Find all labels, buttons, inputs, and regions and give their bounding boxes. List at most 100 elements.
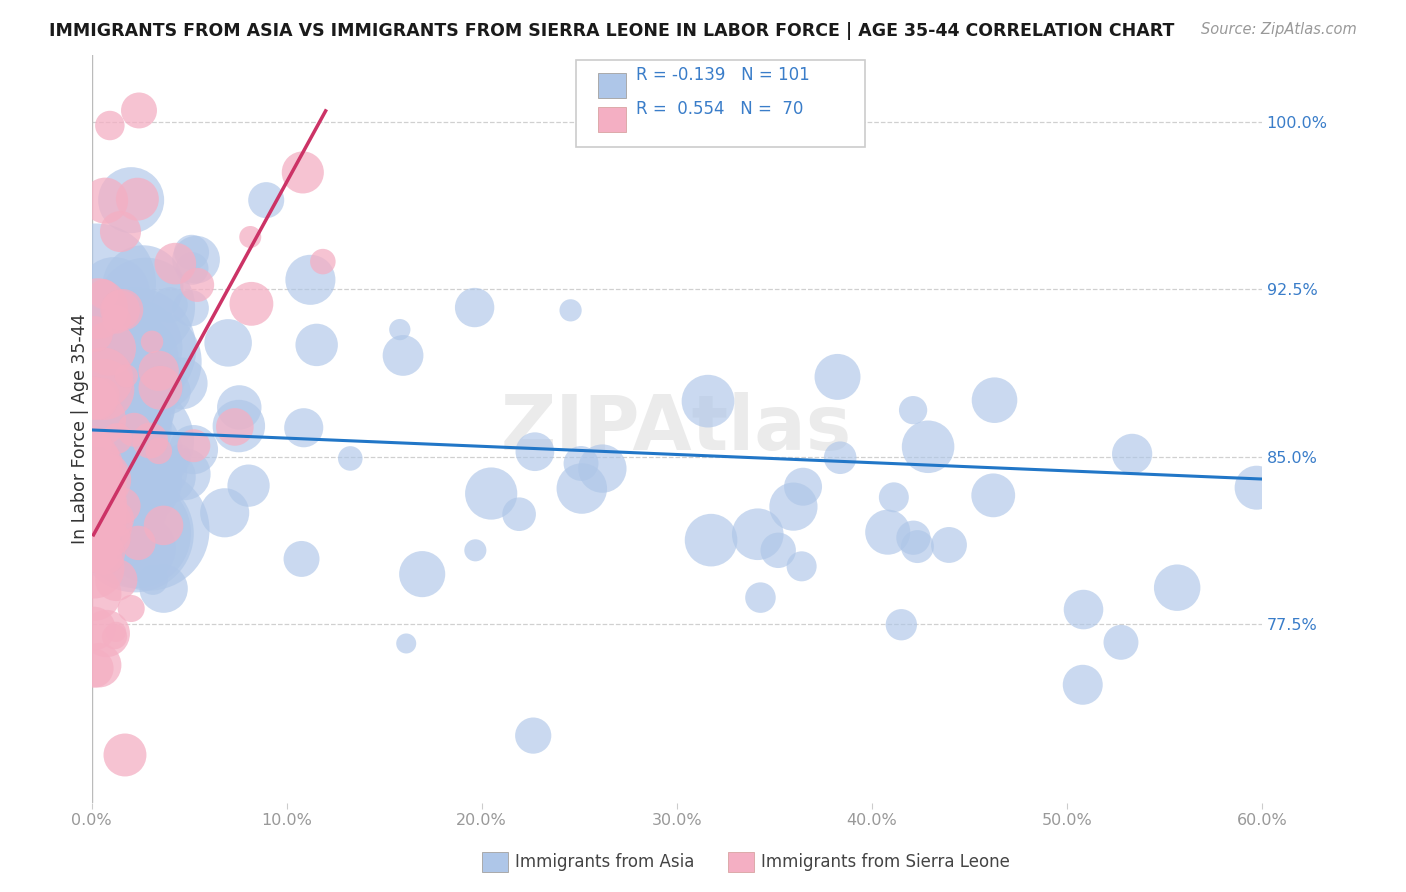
Point [110,413,132,427]
Point [111,450,134,465]
Point [981,488,1004,502]
Point [464,301,486,315]
Point [87,853,110,867]
Point [105,624,128,639]
Point [93,546,115,560]
Point [180,245,202,260]
Point [184,252,207,267]
Point [83,392,105,406]
Point [591,461,613,475]
Point [83,534,105,549]
Point [907,540,929,554]
Point [134,376,156,390]
Point [90,391,112,405]
Point [148,443,170,458]
Point [93,469,115,483]
Point [180,301,202,315]
Point [86,475,108,490]
Point [217,335,239,350]
Point [1246,481,1268,495]
Text: Immigrants from Asia: Immigrants from Asia [515,853,695,871]
Point [903,531,925,545]
Point [112,487,135,501]
Point [128,103,150,118]
Point [83,661,105,675]
Point [238,478,260,492]
Point [173,467,195,482]
Point [183,442,205,457]
Point [132,541,155,556]
Point [83,437,105,451]
Point [87,515,110,529]
Point [766,543,789,558]
Point [105,312,128,326]
Point [96,392,118,406]
Point [98,119,121,133]
Point [292,421,315,435]
Point [508,507,530,521]
Point [143,468,166,483]
Point [830,450,852,465]
Point [156,384,179,399]
Point [700,533,723,548]
Point [1073,602,1095,616]
Text: IMMIGRANTS FROM ASIA VS IMMIGRANTS FROM SIERRA LEONE IN LABOR FORCE | AGE 35-44 : IMMIGRANTS FROM ASIA VS IMMIGRANTS FROM … [49,22,1174,40]
Point [87,401,110,415]
Point [228,419,250,434]
Point [110,225,132,239]
Point [125,526,148,541]
Point [186,277,208,292]
Point [392,348,415,362]
Text: Source: ZipAtlas.com: Source: ZipAtlas.com [1201,22,1357,37]
Point [312,254,335,268]
Point [827,370,849,384]
Point [115,368,138,383]
Point [83,452,105,467]
Point [876,525,898,540]
Point [571,482,593,496]
Point [89,541,111,556]
Point [938,538,960,552]
Point [299,273,322,287]
Point [94,194,117,208]
Point [141,334,163,349]
Point [90,473,112,487]
Point [83,508,105,523]
Point [124,474,146,488]
Point [93,495,115,509]
Point [89,541,111,555]
Point [152,582,174,596]
Point [339,451,361,466]
Point [90,500,112,515]
Point [747,527,769,541]
Point [214,506,236,520]
Point [148,364,170,378]
Point [127,192,149,206]
Point [749,591,772,605]
Point [86,276,108,290]
Point [96,626,118,640]
Point [124,526,146,541]
Point [901,403,924,417]
Point [89,658,111,673]
Point [83,514,105,528]
Point [228,401,250,415]
Point [149,381,172,395]
Point [139,434,162,448]
Point [479,486,502,500]
Point [91,388,114,402]
Point [107,350,129,364]
Point [108,303,131,318]
Point [114,747,136,762]
Point [103,532,125,546]
Point [87,301,110,316]
Point [107,394,129,409]
Point [239,230,262,244]
Point [152,518,174,533]
Point [135,300,157,314]
Point [290,552,312,566]
Point [104,512,127,526]
Point [111,499,134,513]
Point [83,587,105,601]
Point [87,457,110,471]
